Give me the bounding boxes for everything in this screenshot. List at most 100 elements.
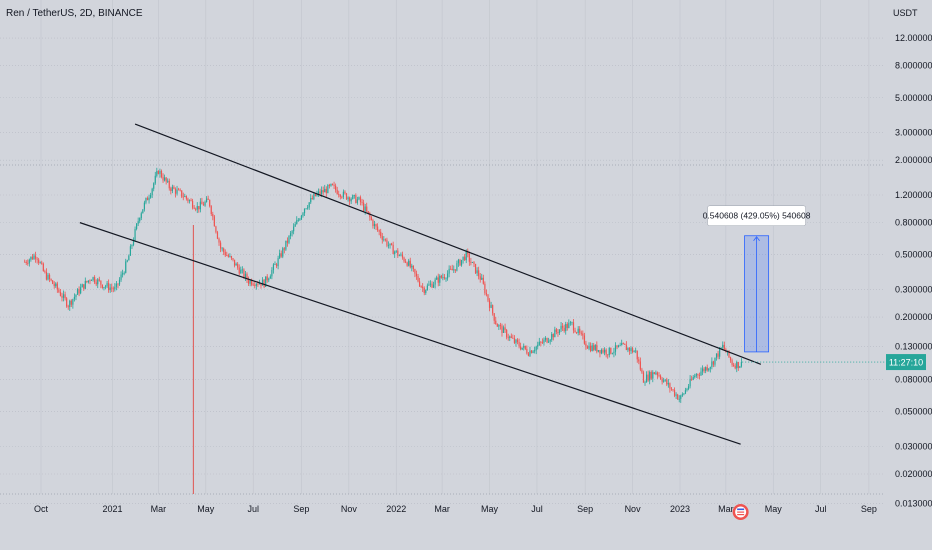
candle-body [358,197,360,200]
candle-body [325,188,327,194]
candle-body [307,207,309,209]
candle-body [563,327,565,332]
candle-body [210,206,212,215]
candle-body [673,390,676,396]
candle-body [321,190,323,195]
candle-body [173,186,175,189]
candle-body [159,170,161,174]
candle-body [628,347,631,352]
candle-body [695,374,697,376]
candle-body [638,359,640,362]
candle-body [432,284,435,288]
candle-body [566,324,568,329]
candle-body [372,219,374,227]
candle-body [27,262,29,264]
candle-body [476,270,478,274]
time-tick-label: Jul [531,504,543,514]
price-tick-label: 0.080000 [895,375,932,385]
channel-upper-trendline[interactable] [134,123,762,365]
candle-body [122,273,124,275]
candle-body [473,262,475,264]
candle-body [541,342,544,344]
candle-body [352,195,354,199]
candle-body [506,329,508,338]
candle-body [72,299,74,305]
price-tick-label: 3.000000 [895,128,932,138]
candle-body [366,206,368,212]
candle-body [114,286,116,290]
candle-body [591,345,593,351]
candle-body [712,361,715,365]
candle-body [400,254,402,256]
candle-body [269,276,271,279]
candle-body [474,263,477,274]
measure-label: 0.540608 (429.05%) 540608 [703,211,811,221]
candle-body [349,197,351,202]
candle-body [733,364,735,366]
candle-body [734,365,736,369]
candle-body [145,197,147,203]
candle-body [244,273,247,278]
candle-body [720,347,722,349]
candle-body [204,202,206,206]
candle-body [509,336,511,338]
candle-body [397,250,399,256]
candle-body [663,380,665,382]
candle-body [303,208,306,214]
candle-body [131,245,133,247]
candle-body [659,375,662,380]
candle-body [420,286,422,287]
candle-body [265,276,267,287]
candle-body [415,273,418,277]
candle-body [568,323,570,329]
candle-body [184,196,186,197]
candle-body [308,202,310,208]
candle-body [34,255,37,259]
candle-body [177,189,180,191]
candle-body [523,345,525,348]
candle-body [187,198,189,202]
candle-body [655,372,657,375]
price-tick-label: 0.130000 [895,341,932,351]
candle-body [162,177,164,181]
candle-body [90,280,93,281]
candle-body [73,296,76,300]
candle-body [268,278,270,281]
candle-body [708,368,710,371]
candle-body [86,280,88,283]
time-tick-label: Sep [861,504,877,514]
candle-body [80,287,82,294]
price-tick-label: 0.800000 [895,218,932,228]
channel-lower-trendline[interactable] [79,222,741,445]
candle-body [580,332,582,334]
candle-body [190,200,192,202]
candle-body [572,322,575,331]
candle-body [193,207,195,209]
candle-body [434,279,436,285]
candle-body [516,339,519,343]
candle-body [504,327,506,330]
candle-body [280,253,282,257]
candle-body [132,240,135,246]
candle-body [237,263,239,268]
candle-body [666,379,668,385]
drawings[interactable]: 0.540608 (429.05%) 540608 [79,123,885,494]
candle-body [731,360,733,365]
candle-body [409,260,411,268]
candle-body [104,286,107,288]
candle-body [621,343,623,346]
candle-body [551,334,553,340]
candle-body [437,277,439,283]
candle-body [532,351,534,354]
candle-body [535,346,537,351]
candle-body [639,361,641,370]
candle-body [67,306,69,308]
candle-body [129,246,131,256]
candle-body [603,349,606,353]
candle-body [560,325,562,330]
candle-body [650,372,652,379]
price-axis[interactable]: USDT 12.000000 8.000000 5.000000 3.000000 2.0… [886,8,932,508]
time-axis[interactable]: Oct 2021 Mar May Jul Sep Nov 2022 Mar May Jul Sep No… [34,504,877,520]
candle-body [238,267,240,274]
